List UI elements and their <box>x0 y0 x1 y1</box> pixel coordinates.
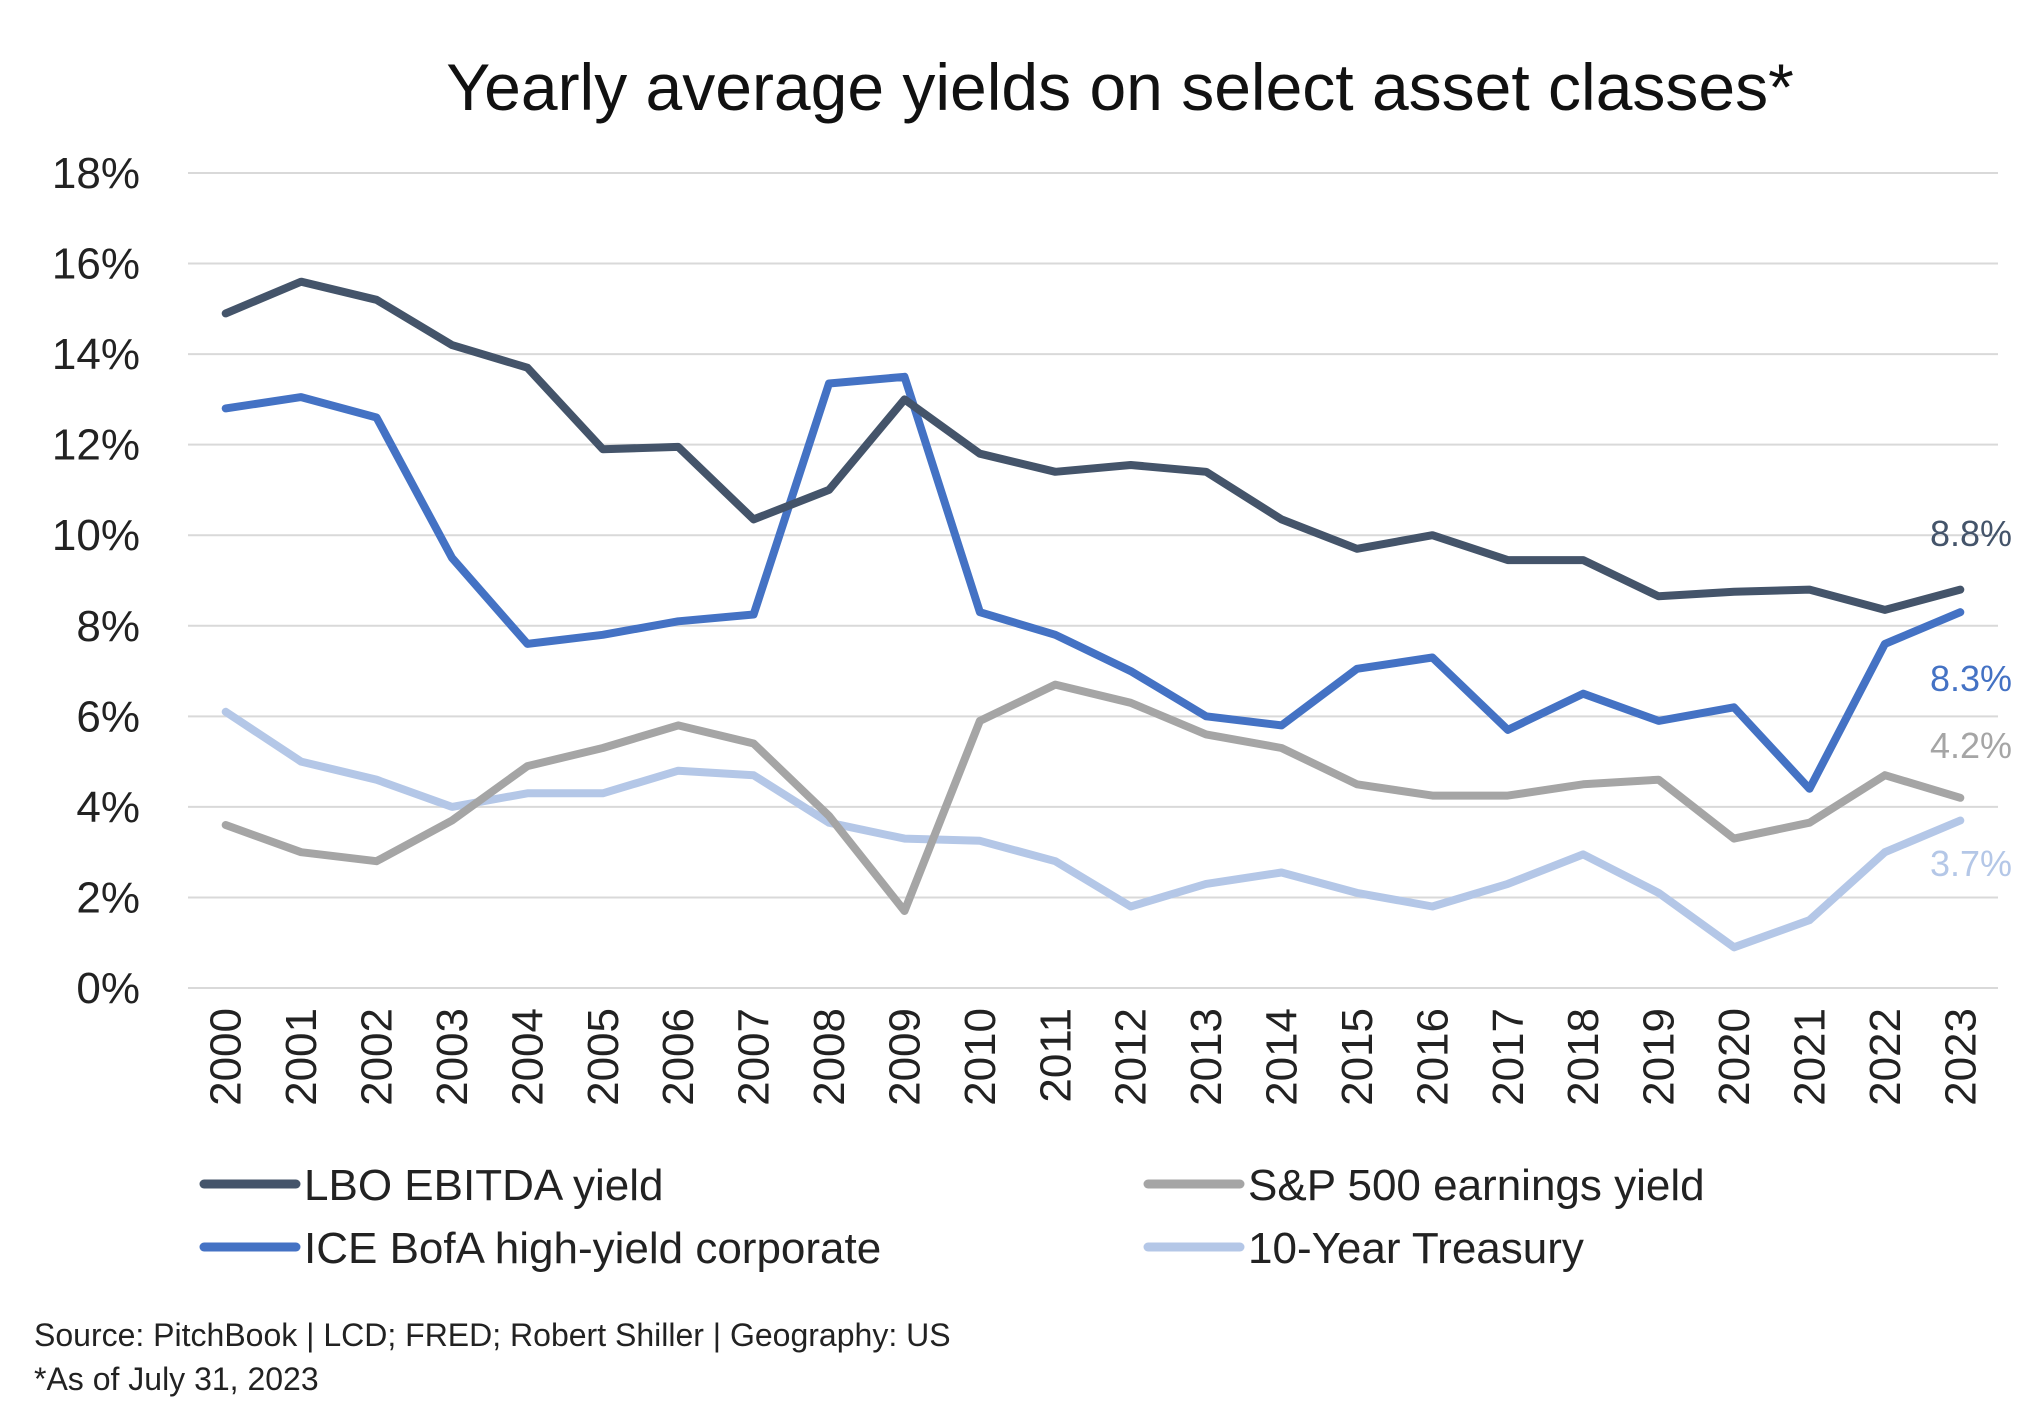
x-tick-label: 2023 <box>1936 1008 1985 1106</box>
source-line: Source: PitchBook | LCD; FRED; Robert Sh… <box>34 1317 951 1353</box>
x-tick-label: 2012 <box>1107 1008 1156 1106</box>
x-tick-label: 2015 <box>1333 1008 1382 1106</box>
y-tick-label: 18% <box>52 149 140 198</box>
y-tick-label: 0% <box>76 964 140 1013</box>
end-label-1: 4.2% <box>1930 725 2012 766</box>
end-label-2: 8.3% <box>1930 658 2012 699</box>
series-lines <box>221 277 1965 952</box>
chart-title: Yearly average yields on select asset cl… <box>446 50 1794 124</box>
legend-label: ICE BofA high-yield corporate <box>304 1224 881 1273</box>
series-line-2 <box>221 372 1965 793</box>
x-tick-label: 2003 <box>428 1008 477 1106</box>
legend-item: 10-Year Treasury <box>1143 1224 1584 1273</box>
x-tick-label: 2005 <box>579 1008 628 1106</box>
x-tick-label: 2008 <box>805 1008 854 1106</box>
legend-label: 10-Year Treasury <box>1248 1224 1584 1273</box>
y-tick-label: 8% <box>76 602 140 651</box>
series-line-3 <box>221 707 1965 952</box>
y-tick-label: 4% <box>76 783 140 832</box>
gridlines <box>188 172 1998 989</box>
x-tick-label: 2002 <box>353 1008 402 1106</box>
y-tick-label: 16% <box>52 240 140 289</box>
x-tick-label: 2022 <box>1861 1008 1910 1106</box>
y-tick-label: 12% <box>52 421 140 470</box>
x-tick-label: 2011 <box>1031 1008 1080 1103</box>
x-tick-label: 2013 <box>1182 1008 1231 1106</box>
y-tick-label: 6% <box>76 692 140 741</box>
x-tick-label: 2019 <box>1635 1008 1684 1106</box>
series-line-1 <box>221 680 1965 915</box>
legend: LBO EBITDA yield S&P 500 earnings yield IC… <box>199 1161 1705 1273</box>
x-tick-label: 2004 <box>503 1008 552 1106</box>
x-tick-label: 2020 <box>1710 1008 1759 1106</box>
x-tick-label: 2010 <box>956 1008 1005 1106</box>
legend-item: S&P 500 earnings yield <box>1143 1161 1705 1210</box>
footnote: *As of July 31, 2023 <box>34 1361 319 1397</box>
x-tick-label: 2016 <box>1408 1008 1457 1106</box>
x-tick-label: 2021 <box>1785 1008 1834 1106</box>
x-tick-label: 2001 <box>277 1008 326 1106</box>
end-label-3: 3.7% <box>1930 843 2012 884</box>
x-tick-label: 2000 <box>202 1008 251 1106</box>
x-tick-label: 2018 <box>1559 1008 1608 1106</box>
y-tick-label: 10% <box>52 511 140 560</box>
series-end-labels: 8.8% 8.3% 4.2% 3.7% <box>1930 513 2012 884</box>
x-tick-label: 2017 <box>1484 1008 1533 1106</box>
x-tick-label: 2006 <box>654 1008 703 1106</box>
y-tick-label: 2% <box>76 873 140 922</box>
x-tick-label: 2014 <box>1258 1008 1307 1106</box>
legend-label: S&P 500 earnings yield <box>1248 1161 1705 1210</box>
y-axis-tick-labels: 0% 2% 4% 6% 8% 10% 12% 14% 16% 18% <box>52 149 140 1013</box>
x-tick-label: 2009 <box>880 1008 929 1106</box>
y-tick-label: 14% <box>52 330 140 379</box>
x-tick-label: 2007 <box>730 1008 779 1106</box>
legend-item: ICE BofA high-yield corporate <box>199 1224 881 1273</box>
series-line-0 <box>221 277 1965 614</box>
legend-item: LBO EBITDA yield <box>199 1161 663 1210</box>
end-label-0: 8.8% <box>1930 513 2012 554</box>
x-axis-tick-labels: 2000 2001 2002 2003 2004 2005 2006 2007 2008 2009… <box>202 1008 1986 1106</box>
legend-label: LBO EBITDA yield <box>304 1161 663 1210</box>
